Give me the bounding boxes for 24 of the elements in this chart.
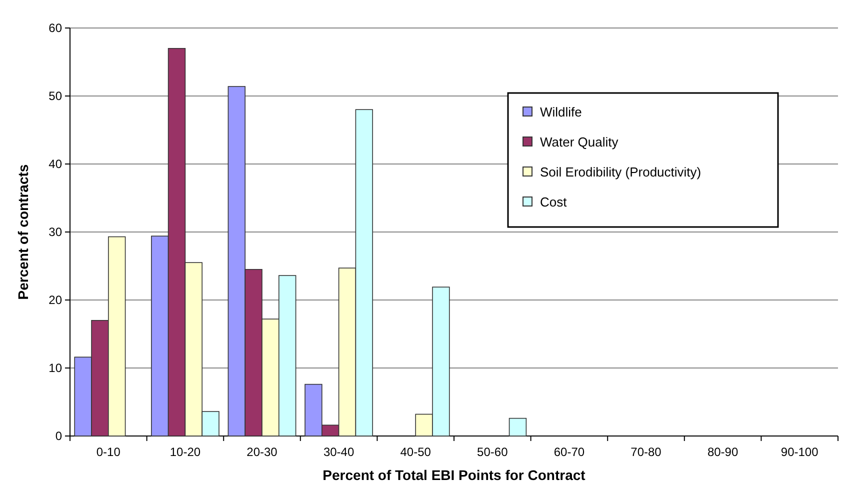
x-axis-title: Percent of Total EBI Points for Contract — [322, 467, 586, 483]
y-tick-label: 20 — [48, 293, 62, 308]
legend-label: Water Quality — [540, 134, 619, 150]
y-tick-label: 30 — [48, 225, 62, 240]
y-tick-label: 10 — [48, 361, 62, 376]
x-tick-label: 0-10 — [96, 445, 121, 459]
legend-label: Wildlife — [540, 104, 582, 120]
legend-label: Cost — [540, 194, 568, 210]
x-tick-label: 10-20 — [170, 445, 201, 459]
x-tick-label: 40-50 — [400, 445, 432, 459]
y-tick-label: 0 — [55, 429, 62, 444]
x-tick-label: 90-100 — [780, 445, 819, 459]
x-tick-label: 20-30 — [246, 445, 278, 459]
x-tick-label: 60-70 — [554, 445, 585, 459]
y-tick-label: 40 — [48, 157, 62, 172]
legend-label: Soil Erodibility (Productivity) — [540, 164, 702, 180]
x-tick-label: 70-80 — [630, 445, 662, 459]
y-tick-label: 60 — [48, 21, 62, 36]
y-tick-label: 50 — [48, 89, 62, 104]
y-axis-title: Percent of contracts — [15, 164, 31, 300]
bar — [508, 418, 527, 436]
x-tick-label: 30-40 — [323, 445, 354, 459]
x-tick-label: 50-60 — [477, 445, 508, 459]
x-tick-label: 80-90 — [707, 445, 738, 459]
